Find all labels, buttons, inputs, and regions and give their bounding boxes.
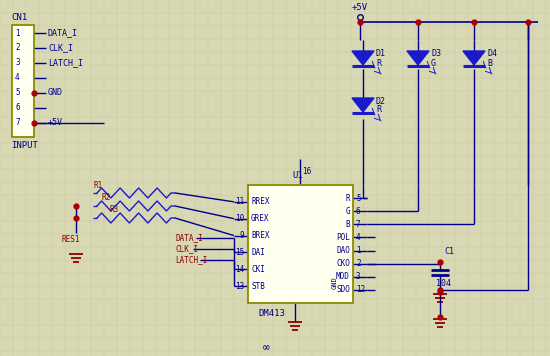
Polygon shape [352, 51, 374, 65]
Polygon shape [463, 51, 485, 65]
Text: BREX: BREX [251, 231, 270, 240]
Text: B: B [487, 58, 492, 68]
Text: D3: D3 [431, 49, 441, 58]
Text: 1: 1 [15, 28, 20, 37]
Text: 104: 104 [436, 279, 451, 288]
FancyBboxPatch shape [248, 185, 353, 303]
Text: G: G [345, 207, 350, 216]
Text: D2: D2 [376, 96, 386, 105]
Text: 9: 9 [239, 231, 244, 240]
Text: SDO: SDO [336, 286, 350, 294]
Text: POL: POL [336, 233, 350, 242]
Text: R2: R2 [101, 194, 110, 203]
Text: 15: 15 [235, 248, 244, 257]
Text: RES1: RES1 [61, 236, 80, 245]
Text: ∞: ∞ [263, 343, 270, 353]
Text: 3: 3 [356, 272, 361, 281]
Text: DAO: DAO [336, 246, 350, 255]
Text: 7: 7 [356, 220, 361, 229]
Text: MOD: MOD [336, 272, 350, 281]
Text: 11: 11 [235, 197, 244, 206]
Text: GREX: GREX [251, 214, 270, 223]
Text: 14: 14 [235, 265, 244, 274]
Text: CN1: CN1 [11, 14, 27, 22]
Text: R: R [376, 105, 381, 115]
Text: CKO: CKO [336, 259, 350, 268]
FancyBboxPatch shape [12, 25, 34, 137]
Text: DM413: DM413 [258, 309, 285, 318]
Text: DAI: DAI [251, 248, 265, 257]
Text: STB: STB [251, 282, 265, 290]
Text: 6: 6 [15, 103, 20, 112]
Text: U1: U1 [292, 172, 302, 180]
Text: CLK_I: CLK_I [175, 245, 198, 253]
Text: CLK_I: CLK_I [48, 43, 73, 52]
Text: GND: GND [332, 277, 338, 289]
Text: R: R [345, 194, 350, 203]
Text: GND: GND [48, 88, 63, 97]
Text: 4: 4 [15, 73, 20, 82]
Text: RREX: RREX [251, 197, 270, 206]
Text: LATCH_I: LATCH_I [175, 256, 207, 265]
Text: 6: 6 [356, 207, 361, 216]
Text: +5V: +5V [48, 118, 63, 127]
Text: 2: 2 [15, 43, 20, 52]
Text: CKI: CKI [251, 265, 265, 274]
Text: B: B [345, 220, 350, 229]
Polygon shape [352, 98, 374, 112]
Text: DATA_I: DATA_I [175, 234, 203, 242]
Text: R1: R1 [93, 180, 102, 189]
Text: 12: 12 [356, 286, 365, 294]
Text: INPUT: INPUT [11, 141, 38, 150]
Text: 16: 16 [302, 167, 311, 176]
Polygon shape [407, 51, 429, 65]
Text: 13: 13 [235, 282, 244, 290]
Text: +5V: +5V [352, 4, 368, 12]
Text: 10: 10 [235, 214, 244, 223]
Text: 2: 2 [356, 259, 361, 268]
Text: 1: 1 [356, 246, 361, 255]
Text: 3: 3 [15, 58, 20, 67]
Text: DATA_I: DATA_I [48, 28, 78, 37]
Text: C1: C1 [444, 247, 454, 257]
Text: R3: R3 [109, 205, 118, 215]
Text: G: G [431, 58, 436, 68]
Text: 5: 5 [356, 194, 361, 203]
Text: D4: D4 [487, 49, 497, 58]
Text: R: R [376, 58, 381, 68]
Text: D1: D1 [376, 49, 386, 58]
Text: 7: 7 [15, 118, 20, 127]
Text: 5: 5 [15, 88, 20, 97]
Text: LATCH_I: LATCH_I [48, 58, 83, 67]
Text: 4: 4 [356, 233, 361, 242]
